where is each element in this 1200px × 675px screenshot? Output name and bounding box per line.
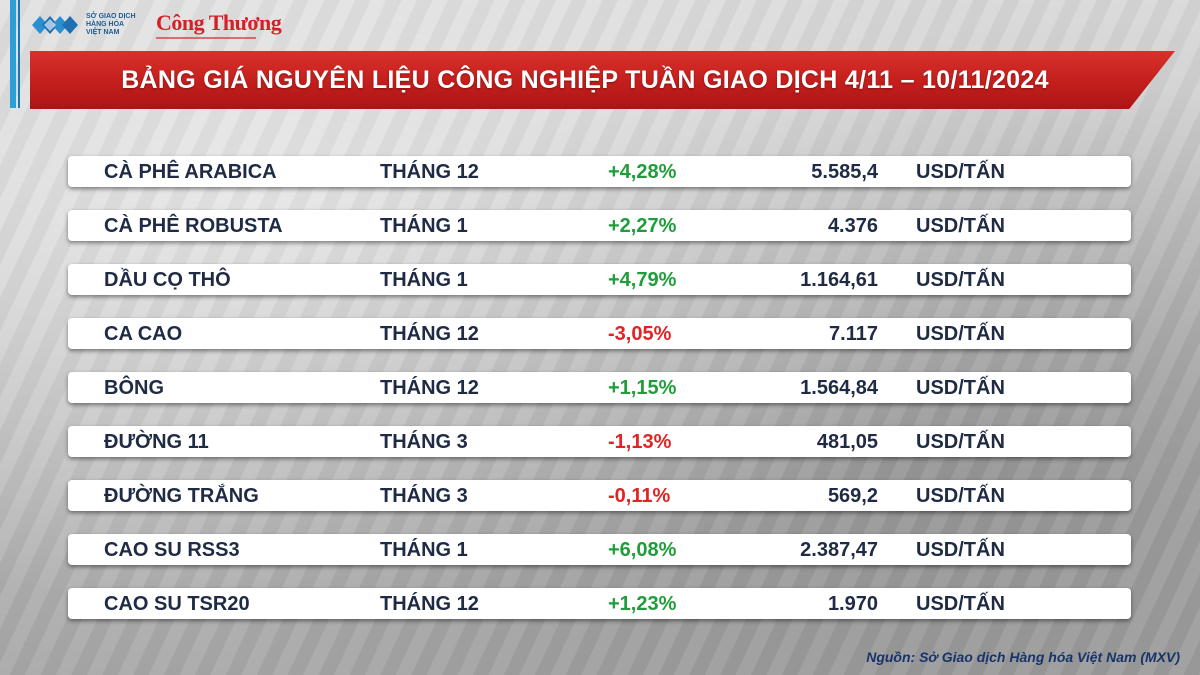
price-unit: USD/TẤN <box>916 269 1005 291</box>
commodity-name: CÀ PHÊ ARABICA <box>104 161 277 183</box>
price-change: -1,13% <box>608 431 672 453</box>
price-unit: USD/TẤN <box>916 539 1005 561</box>
price-value: 1.164,61 <box>800 269 878 291</box>
price-value: 1.970 <box>827 593 878 615</box>
table-row: ĐƯỜNG TRẮNG THÁNG 3 -0,11% 569,2 USD/TẤN <box>68 480 1131 511</box>
commodity-name: ĐƯỜNG 11 <box>104 431 209 453</box>
table-row: CAO SU RSS3 THÁNG 1 +6,08% 2.387,47 USD/TẤN <box>68 534 1131 565</box>
commodity-name: DẦU CỌ THÔ <box>104 269 231 291</box>
price-change: +4,79% <box>608 269 677 291</box>
contract-month: THÁNG 1 <box>380 269 468 291</box>
price-change: +6,08% <box>608 539 677 561</box>
table-row: ĐƯỜNG 11 THÁNG 3 -1,13% 481,05 USD/TẤN <box>68 426 1131 457</box>
table-row: CA CAO THÁNG 12 -3,05% 7.117 USD/TẤN <box>68 318 1131 349</box>
logo-area: SỞ GIAO DỊCH HÀNG HÓA VIỆT NAM Công Thươ… <box>32 10 282 39</box>
price-unit: USD/TẤN <box>916 215 1005 237</box>
contract-month: THÁNG 1 <box>380 539 468 561</box>
price-value: 2.387,47 <box>800 539 878 561</box>
price-unit: USD/TẤN <box>916 377 1005 399</box>
table-row: CAO SU TSR20 THÁNG 12 +1,23% 1.970 USD/TẤN <box>68 588 1131 619</box>
price-unit: USD/TẤN <box>916 593 1005 615</box>
title-banner <box>30 51 1175 109</box>
table-row: CÀ PHÊ ROBUSTA THÁNG 1 +2,27% 4.376 USD/TẤN <box>68 210 1131 241</box>
table-row: CÀ PHÊ ARABICA THÁNG 12 +4,28% 5.585,4 USD/T… <box>68 156 1131 187</box>
accent-bar <box>10 0 16 108</box>
price-value: 569,2 <box>827 485 878 507</box>
commodity-name: BÔNG <box>104 377 164 399</box>
price-unit: USD/TẤN <box>916 431 1005 453</box>
price-change: +1,23% <box>608 593 677 615</box>
price-table: CÀ PHÊ ARABICA THÁNG 12 +4,28% 5.585,4 USD/T… <box>68 156 1131 642</box>
price-value: 4.376 <box>827 215 878 237</box>
price-value: 7.117 <box>829 323 878 345</box>
commodity-name: CÀ PHÊ ROBUSTA <box>104 215 283 237</box>
commodity-name: CAO SU RSS3 <box>104 539 240 561</box>
price-value: 481,05 <box>816 431 878 453</box>
accent-bar-thin <box>18 0 20 108</box>
price-unit: USD/TẤN <box>916 485 1005 507</box>
page-title: BẢNG GIÁ NGUYÊN LIỆU CÔNG NGHIỆP TUẦN GI… <box>121 65 1049 94</box>
price-change: +4,28% <box>608 161 677 183</box>
commodity-name: CA CAO <box>104 323 183 345</box>
price-change: -3,05% <box>608 323 672 345</box>
price-value: 1.564,84 <box>800 377 878 399</box>
contract-month: THÁNG 12 <box>380 323 479 345</box>
table-row: DẦU CỌ THÔ THÁNG 1 +4,79% 1.164,61 USD/TẤN <box>68 264 1131 295</box>
price-unit: USD/TẤN <box>916 161 1005 183</box>
congthuong-logo: Công Thương <box>156 10 282 39</box>
commodity-name: CAO SU TSR20 <box>104 593 250 615</box>
source-note: Nguồn: Sở Giao dịch Hàng hóa Việt Nam (M… <box>866 649 1180 665</box>
contract-month: THÁNG 12 <box>380 593 479 615</box>
price-value: 5.585,4 <box>811 161 878 183</box>
contract-month: THÁNG 1 <box>380 215 468 237</box>
contract-month: THÁNG 12 <box>380 377 479 399</box>
mxv-logo-text: SỞ GIAO DỊCH HÀNG HÓA VIỆT NAM <box>86 12 136 36</box>
price-change: +2,27% <box>608 215 677 237</box>
price-unit: USD/TẤN <box>916 323 1005 345</box>
contract-month: THÁNG 3 <box>380 431 468 453</box>
contract-month: THÁNG 12 <box>380 161 479 183</box>
contract-month: THÁNG 3 <box>380 485 468 507</box>
price-change: +1,15% <box>608 377 677 399</box>
table-row: BÔNG THÁNG 12 +1,15% 1.564,84 USD/TẤN <box>68 372 1131 403</box>
price-change: -0,11% <box>608 485 671 507</box>
mxv-logo-icon <box>32 15 78 34</box>
commodity-name: ĐƯỜNG TRẮNG <box>104 485 259 507</box>
